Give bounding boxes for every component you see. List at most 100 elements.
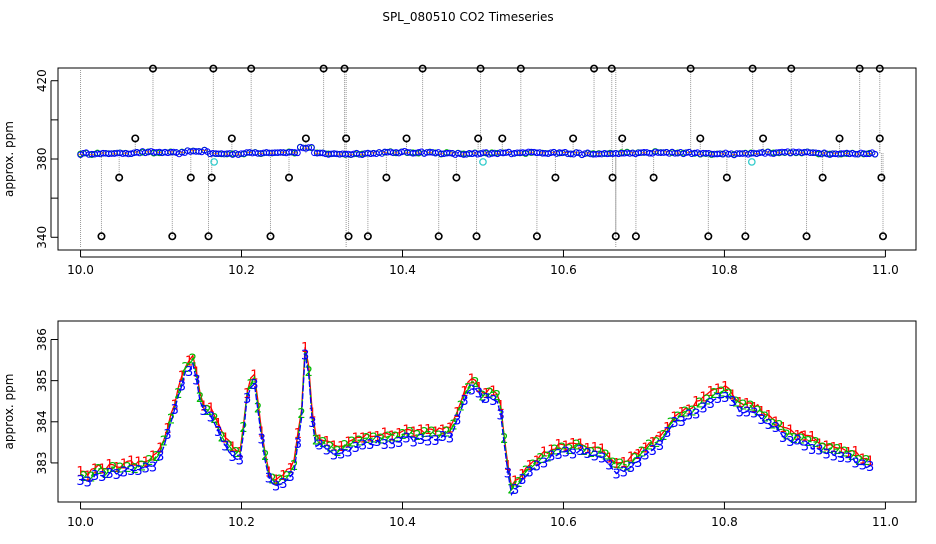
series-marker-3: 3	[178, 379, 186, 394]
series-marker-1: 1	[823, 440, 831, 455]
outlier-point	[209, 64, 218, 73]
series-marker-2: 2	[189, 353, 197, 368]
series-marker-2: 2	[225, 440, 233, 455]
outlier-point	[835, 134, 844, 143]
series-marker-3: 3	[772, 421, 780, 436]
series-marker-2: 2	[247, 378, 255, 393]
series-marker-3: 3	[627, 461, 635, 476]
x-tick-label: 10.6	[550, 263, 577, 277]
series-marker-3: 3	[757, 413, 765, 428]
series-marker-2: 2	[573, 438, 581, 453]
series-marker-3: 3	[489, 394, 497, 409]
outlier-point	[340, 64, 349, 73]
outlier-point	[148, 64, 157, 73]
outlier-point	[266, 232, 275, 241]
outlier-point	[748, 64, 757, 73]
series-marker-1: 1	[381, 427, 389, 442]
series-marker-2: 2	[116, 462, 124, 477]
series-marker-3: 3	[815, 444, 823, 459]
outlier-point	[818, 173, 827, 182]
series-marker-1: 1	[424, 423, 432, 438]
series-marker-3: 3	[323, 443, 331, 458]
series-marker-1: 1	[844, 446, 852, 461]
series-marker-2: 2	[363, 432, 371, 447]
series-marker-2: 2	[334, 445, 342, 460]
baseline-point-blue	[291, 149, 298, 156]
series-marker-2: 2	[203, 404, 211, 419]
x-tick-label: 10.0	[67, 515, 94, 529]
series-marker-3: 3	[381, 438, 389, 453]
series-marker-2: 2	[674, 410, 682, 425]
series-line-2	[80, 351, 871, 491]
outlier-point	[607, 64, 616, 73]
series-marker-2: 2	[754, 404, 762, 419]
series-marker-1: 1	[207, 401, 215, 416]
y-tick-label: 420	[35, 69, 49, 92]
baseline-point-blue	[170, 148, 177, 156]
y-tick-label: 340	[35, 226, 49, 249]
series-marker-2: 2	[435, 429, 443, 444]
series-marker-1: 1	[612, 457, 620, 472]
series-marker-1: 1	[707, 385, 715, 400]
series-marker-2: 2	[87, 470, 95, 485]
outlier-point	[319, 64, 328, 73]
outlier-point	[608, 173, 617, 182]
series-marker-3: 3	[352, 441, 360, 456]
series-marker-3: 3	[163, 428, 171, 443]
series-marker-1: 1	[127, 455, 135, 470]
series-marker-3: 3	[540, 456, 548, 471]
series-marker-3: 3	[678, 415, 686, 430]
series-marker-3: 3	[562, 446, 570, 461]
series-marker-2: 2	[855, 454, 863, 469]
outlier-point	[382, 173, 391, 182]
series-marker-3: 3	[91, 469, 99, 484]
series-marker-3: 3	[649, 444, 657, 459]
bottom-panel: 10.0 10.2 10.4 10.6 10.8 11.0 383 384 385 386 appr…	[2, 320, 917, 529]
series-marker-3: 3	[598, 452, 606, 467]
series-marker-1: 1	[678, 406, 686, 421]
series-marker-3: 3	[823, 448, 831, 463]
series-marker-2: 2	[232, 446, 240, 461]
series-marker-3: 3	[279, 477, 287, 492]
series-marker-1: 1	[554, 438, 562, 453]
series-marker-3: 3	[98, 470, 106, 485]
series-marker-2: 2	[631, 452, 639, 467]
series-marker-3: 3	[127, 464, 135, 479]
series-marker-1: 1	[663, 421, 671, 436]
outlier-point	[342, 134, 351, 143]
series-marker-3: 3	[743, 406, 751, 421]
series-marker-1: 1	[221, 432, 229, 447]
outlier-point	[611, 232, 620, 241]
series-marker-3: 3	[301, 348, 309, 363]
series-marker-2: 2	[218, 430, 226, 445]
series-marker-2: 2	[667, 417, 675, 432]
series-marker-3: 3	[656, 439, 664, 454]
series-marker-1: 1	[699, 391, 707, 406]
series-marker-3: 3	[373, 435, 381, 450]
series-marker-3: 3	[76, 474, 84, 489]
series-marker-2: 2	[464, 382, 472, 397]
series-marker-3: 3	[330, 449, 338, 464]
series-marker-3: 3	[497, 408, 505, 423]
outlier-point	[472, 232, 481, 241]
series-marker-1: 1	[373, 430, 381, 445]
series-marker-2: 2	[739, 398, 747, 413]
series-marker-3: 3	[257, 432, 265, 447]
series-marker-3: 3	[453, 414, 461, 429]
series-marker-2: 2	[145, 454, 153, 469]
series-marker-1: 1	[757, 405, 765, 420]
series-marker-3: 3	[337, 447, 345, 462]
series-marker-2: 2	[109, 461, 117, 476]
series-marker-3: 3	[221, 439, 229, 454]
series-marker-2: 2	[370, 431, 378, 446]
series-marker-2: 2	[775, 419, 783, 434]
series-marker-2: 2	[341, 439, 349, 454]
series-marker-3: 3	[120, 465, 128, 480]
series-marker-2: 2	[131, 462, 139, 477]
series-marker-3: 3	[547, 449, 555, 464]
outlier-point	[115, 173, 124, 182]
series-marker-1: 1	[192, 366, 200, 381]
outlier-point	[722, 173, 731, 182]
series-marker-2: 2	[826, 442, 834, 457]
series-marker-1: 1	[460, 385, 468, 400]
